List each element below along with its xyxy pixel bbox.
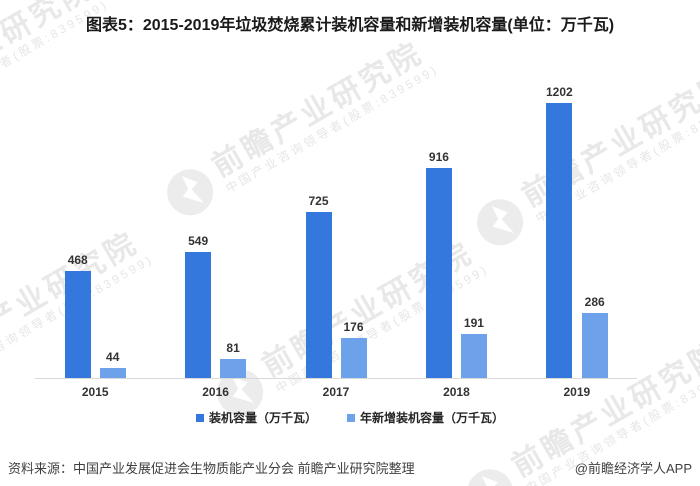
legend-swatch-icon (195, 413, 204, 422)
x-axis-label-2016: 2016 (202, 385, 229, 399)
bar-new-capacity-2018 (460, 334, 487, 378)
bar-wrap: 286 (581, 295, 608, 378)
legend-label: 年新增装机容量（万千瓦） (360, 411, 505, 425)
bar-wrap: 1202 (546, 86, 573, 378)
bar-cumulative-capacity-2018 (425, 168, 452, 378)
bar-wrap: 191 (460, 316, 487, 378)
bar-group-2018: 916 191 (396, 85, 516, 378)
bar-group-2019: 1202 286 (517, 85, 637, 378)
plot-area: 468 44 549 81 725 176 916 191 1202 286 (35, 85, 637, 379)
legend: 装机容量（万千瓦） 年新增装机容量（万千瓦） (0, 409, 700, 426)
value-label-new-capacity-2015: 44 (106, 350, 120, 364)
value-label-cumulative-capacity-2019: 1202 (545, 85, 573, 99)
bar-new-capacity-2017 (340, 338, 367, 378)
legend-item-cumulative-capacity: 装机容量（万千瓦） (195, 409, 317, 426)
bar-wrap: 549 (185, 234, 212, 378)
bar-cumulative-capacity-2017 (305, 212, 332, 378)
bar-wrap: 81 (220, 341, 247, 378)
legend-label: 装机容量（万千瓦） (208, 411, 317, 425)
bar-wrap: 468 (64, 253, 91, 378)
value-label-cumulative-capacity-2015: 468 (67, 253, 88, 267)
bar-group-2016: 549 81 (155, 85, 275, 378)
source-note: 资料来源：中国产业发展促进会生物质能产业分会 前瞻产业研究院整理 (8, 461, 415, 476)
value-label-cumulative-capacity-2016: 549 (188, 234, 209, 248)
bar-wrap: 725 (305, 194, 332, 378)
bar-cumulative-capacity-2015 (64, 271, 91, 378)
value-label-new-capacity-2017: 176 (343, 320, 364, 334)
value-label-new-capacity-2019: 286 (584, 295, 605, 309)
value-label-cumulative-capacity-2017: 725 (308, 194, 329, 208)
bar-new-capacity-2016 (220, 359, 247, 378)
bar-group-2017: 725 176 (276, 85, 396, 378)
value-label-new-capacity-2018: 191 (463, 316, 484, 330)
bar-wrap: 176 (340, 320, 367, 378)
legend-swatch-icon (347, 413, 355, 422)
bar-wrap: 916 (425, 150, 452, 378)
bar-cumulative-capacity-2019 (546, 103, 573, 378)
bar-new-capacity-2015 (99, 368, 126, 378)
bar-wrap: 44 (99, 350, 126, 378)
x-axis-label-2018: 2018 (443, 385, 470, 399)
x-axis-label-2015: 2015 (81, 385, 109, 399)
bar-group-2015: 468 44 (35, 85, 155, 378)
value-label-cumulative-capacity-2018: 916 (428, 150, 449, 164)
bar-new-capacity-2019 (581, 313, 608, 378)
bar-groups: 468 44 549 81 725 176 916 191 1202 286 (35, 85, 637, 378)
legend-item-new-capacity: 年新增装机容量（万千瓦） (347, 409, 504, 426)
chart-title: 图表5：2015-2019年垃圾焚烧累计装机容量和新增装机容量(单位：万千瓦) (85, 17, 615, 34)
x-axis-label-2017: 2017 (322, 385, 350, 399)
x-axis-labels: 2015 2016 2017 2018 2019 (35, 385, 637, 399)
value-label-new-capacity-2016: 81 (226, 341, 240, 355)
credit-note: @前瞻经济学人APP (574, 461, 692, 476)
x-axis-label-2019: 2019 (563, 385, 591, 399)
footer: 资料来源：中国产业发展促进会生物质能产业分会 前瞻产业研究院整理 @前瞻经济学人… (8, 458, 692, 477)
bar-cumulative-capacity-2016 (185, 252, 212, 378)
